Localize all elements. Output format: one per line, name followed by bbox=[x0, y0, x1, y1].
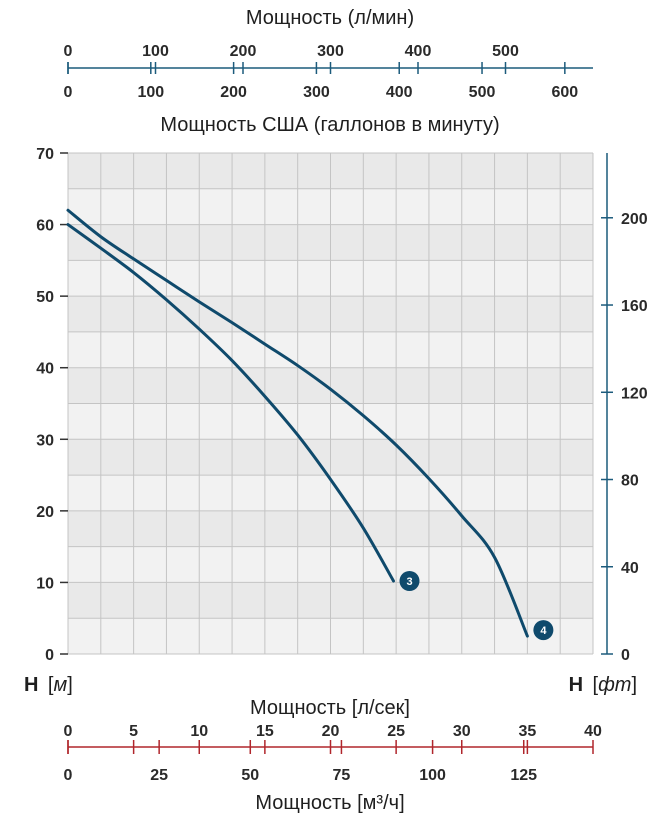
y-right-tick-label: 40 bbox=[621, 560, 639, 577]
y-right-axis-label: H [фт] bbox=[569, 674, 637, 696]
x-bottom-2-tick-label: 50 bbox=[241, 767, 259, 784]
bottom-axis-title: Мощность [л/сек] bbox=[250, 697, 410, 719]
y-left-tick-label: 70 bbox=[36, 146, 54, 163]
y-left-tick-label: 10 bbox=[36, 575, 54, 592]
top-axis-2-tick-label: 600 bbox=[551, 84, 578, 101]
curve-4-badge: 4 bbox=[533, 620, 554, 641]
y-right-tick-label: 80 bbox=[621, 473, 639, 490]
x-bottom-1-tick-label: 35 bbox=[518, 723, 536, 740]
y-right-tick-label: 200 bbox=[621, 211, 648, 228]
top-axis-1-tick-label: 100 bbox=[142, 43, 169, 60]
top-axis-2-tick-label: 100 bbox=[137, 84, 164, 101]
curve-badge-label: 3 bbox=[406, 576, 412, 588]
x-bottom-1-tick-label: 25 bbox=[387, 723, 405, 740]
curve-3 bbox=[66, 223, 395, 583]
y-right-tick-label: 0 bbox=[621, 647, 630, 664]
top-axis-title: Мощность (л/мин) bbox=[246, 7, 414, 29]
y-left-axis-label: H [м] bbox=[24, 674, 73, 696]
top-axis-2-tick-label: 0 bbox=[64, 84, 73, 101]
x-bottom-1-tick-label: 10 bbox=[190, 723, 208, 740]
y-left-tick-label: 30 bbox=[36, 432, 54, 449]
curve-badge-label: 4 bbox=[540, 625, 547, 637]
top-axis-1-tick-label: 200 bbox=[230, 43, 257, 60]
top-axis-2-title: Мощность США (галлонов в минуту) bbox=[160, 114, 499, 136]
y-left-tick-label: 0 bbox=[45, 647, 54, 664]
x-bottom-1-tick-label: 30 bbox=[453, 723, 471, 740]
x-bottom-1-tick-label: 5 bbox=[129, 723, 138, 740]
y-left-tick-label: 40 bbox=[36, 361, 54, 378]
x-axis-m3h: 0 25 50 75 100 125 bbox=[64, 740, 537, 784]
x-bottom-1-tick-label: 0 bbox=[64, 723, 73, 740]
x-bottom-2-tick-label: 100 bbox=[419, 767, 446, 784]
x-bottom-2-tick-label: 75 bbox=[333, 767, 351, 784]
y-left-tick-label: 20 bbox=[36, 504, 54, 521]
top-axis-1-tick-label: 0 bbox=[64, 43, 73, 60]
y-left-tick-label: 50 bbox=[36, 289, 54, 306]
y-left-tick-label: 60 bbox=[36, 218, 54, 235]
y-axis-right-feet: 0 40 80 120 160 200 bbox=[601, 153, 648, 664]
top-axis-1-tick-label: 300 bbox=[317, 43, 344, 60]
top-axis-2-tick-label: 500 bbox=[469, 84, 496, 101]
top-axis-2-tick-label: 300 bbox=[303, 84, 330, 101]
curve-badge-circle bbox=[533, 620, 554, 641]
x-bottom-1-tick-label: 15 bbox=[256, 723, 274, 740]
curve-4 bbox=[66, 208, 529, 638]
x-bottom-1-tick-label: 40 bbox=[584, 723, 602, 740]
grid-lines bbox=[67, 152, 594, 655]
bottom-axis-2-title: Мощность [м³/ч] bbox=[255, 792, 404, 814]
y-right-tick-label: 160 bbox=[621, 298, 648, 315]
x-bottom-2-tick-label: 125 bbox=[510, 767, 537, 784]
top-axis-1-tick-label: 400 bbox=[405, 43, 432, 60]
y-right-tick-label: 120 bbox=[621, 385, 648, 402]
x-bottom-1-tick-label: 20 bbox=[322, 723, 340, 740]
x-bottom-2-tick-label: 25 bbox=[150, 767, 168, 784]
y-axis-left-meters: 0 10 20 30 40 50 60 70 bbox=[36, 146, 68, 664]
curve-3-badge: 3 bbox=[399, 570, 420, 591]
top-axis-lpm: 0 100 200 300 400 500 bbox=[64, 43, 593, 74]
top-axis-1-tick-label: 500 bbox=[492, 43, 519, 60]
top-axis-gpm: 0 100 200 300 400 500 600 bbox=[64, 62, 578, 101]
x-axis-lps: 0 5 10 15 20 25 30 35 40 bbox=[64, 723, 602, 754]
curve-badge-circle bbox=[399, 570, 420, 591]
pump-curves: 34 bbox=[66, 208, 554, 641]
x-bottom-2-tick-label: 0 bbox=[64, 767, 73, 784]
top-axis-2-tick-label: 200 bbox=[220, 84, 247, 101]
top-axis-2-tick-label: 400 bbox=[386, 84, 413, 101]
